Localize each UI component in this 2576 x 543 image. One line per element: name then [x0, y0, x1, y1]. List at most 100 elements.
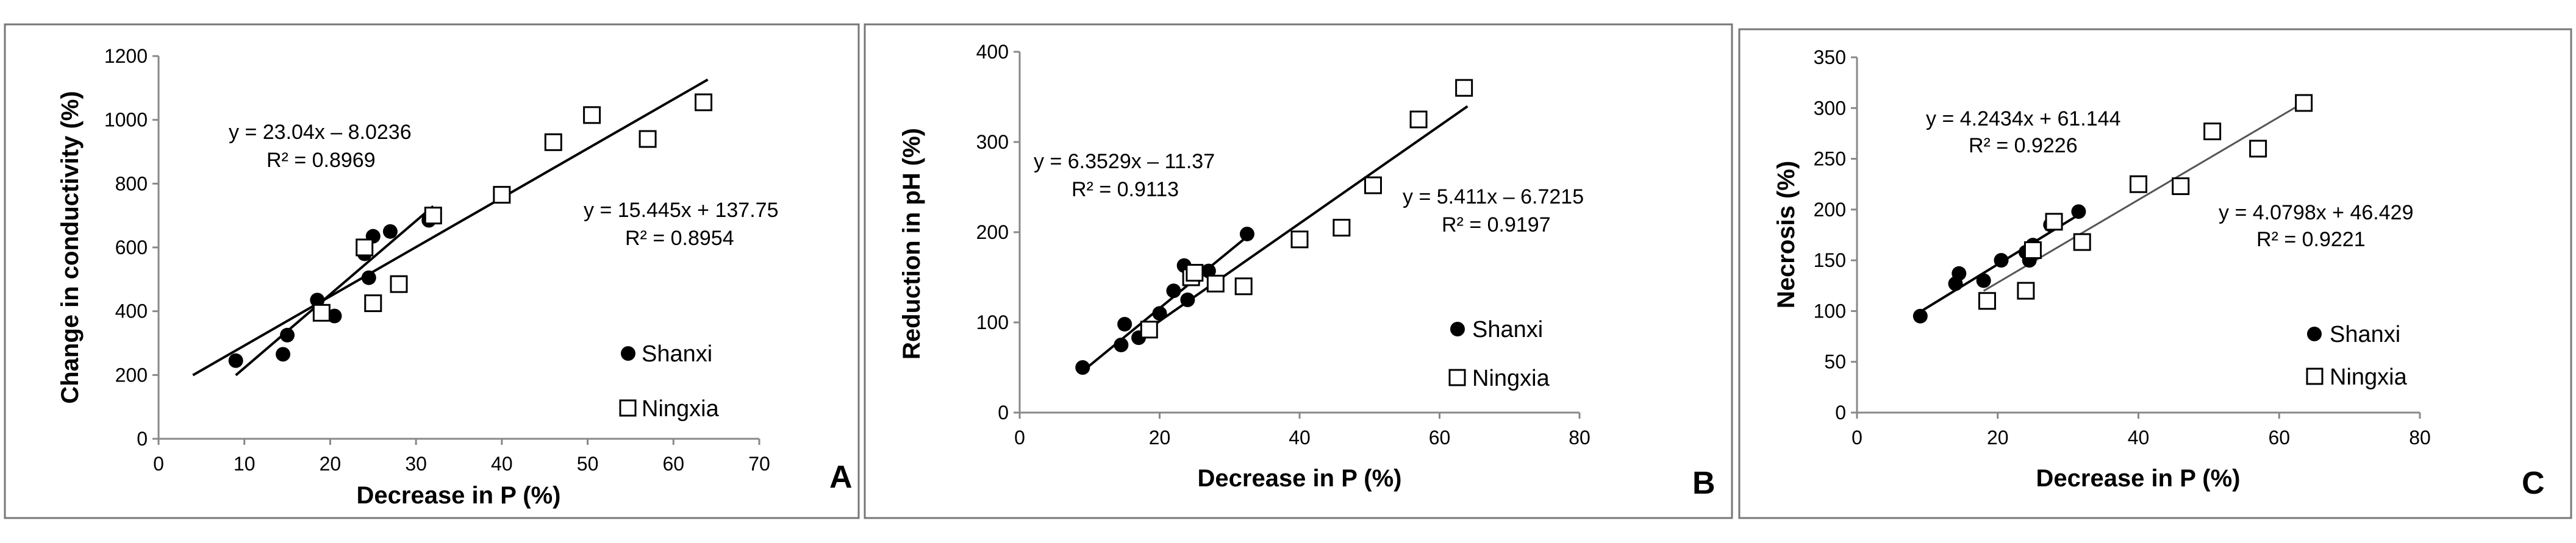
panel-a-fits — [192, 78, 709, 377]
panel-c-xtick-label: 80 — [2409, 427, 2431, 449]
panel-c-points — [1912, 94, 2313, 324]
panel-b-ningxia-point — [1186, 264, 1204, 282]
panel-b-ningxia-trendline — [1145, 105, 1469, 332]
panel-c-xtick-label: 0 — [1852, 427, 1862, 449]
panel-a-shanxi-point — [327, 308, 342, 324]
panel-c: 0 20 40 60 80 0 50 100 150 200 250 300 350 Decrease… — [1738, 28, 2572, 519]
panel-c-ningxia-point — [2249, 140, 2267, 158]
panel-c-ningxia-trendline — [1983, 99, 2308, 292]
panel-a-shanxi-fit-equation: y = 23.04x – 8.0236 — [229, 121, 412, 144]
panel-c-shanxi-fit-equation: y = 4.2434x + 61.144 — [1926, 107, 2120, 130]
panel-a-x-axis-label: Decrease in P (%) — [357, 482, 561, 509]
panel-b-label: B — [1692, 466, 1716, 501]
panel-b-shanxi-point — [1166, 283, 1181, 299]
panel-c-xticks: 0 20 40 60 80 — [1852, 413, 2431, 449]
panel-b-shanxi-point — [1152, 306, 1167, 321]
panel-b-legend-ningxia-label: Ningxia — [1472, 366, 1550, 391]
panel-a-ningxia-fit-equation: y = 15.445x + 137.75 — [584, 199, 778, 222]
panel-a-shanxi-fit-r2: R² = 0.8969 — [267, 149, 376, 172]
panel-a-xtick-label: 0 — [153, 453, 164, 475]
panel-b-legend-ningxia-marker — [1448, 369, 1466, 386]
panel-c-label: C — [2522, 466, 2545, 501]
panel-a-ningxia-point — [312, 303, 331, 322]
panel-a-ningxia-point — [390, 275, 408, 293]
panel-c-ytick-label: 200 — [1814, 199, 1846, 221]
panel-a-ningxia-point — [695, 93, 713, 112]
panel-b-shanxi-fit-r2: R² = 0.9113 — [1072, 178, 1179, 201]
panel-b-ytick-label: 300 — [976, 131, 1009, 153]
panel-b-xticks: 0 20 40 60 80 — [1014, 413, 1590, 449]
panel-a-ningxia-point — [583, 106, 601, 124]
panel-c-ningxia-point — [2203, 122, 2222, 141]
panel-a-xtick-label: 60 — [662, 453, 684, 475]
panel-b-legend-shanxi-marker — [1450, 322, 1465, 336]
panel-a-ytick-label: 1000 — [104, 109, 148, 131]
panel-c-ytick-label: 50 — [1824, 351, 1846, 373]
panel-a-ningxia-point — [544, 133, 562, 151]
panel-a-xtick-label: 20 — [320, 453, 342, 475]
panel-c-ningxia-point — [2073, 233, 2091, 251]
panel-b-frame — [864, 23, 1733, 519]
panel-a-frame — [4, 23, 860, 519]
panel-a-ningxia-fit-r2: R² = 0.8954 — [625, 227, 734, 250]
panel-b-shanxi-trendline — [1082, 233, 1251, 372]
panel-c-xtick-label: 40 — [2128, 427, 2150, 449]
panel-c-ningxia-point — [2017, 282, 2035, 300]
panel-a-legend-shanxi-label: Shanxi — [642, 341, 712, 367]
panel-c-xtick-label: 20 — [1987, 427, 2009, 449]
panel-b-xtick-label: 40 — [1289, 427, 1311, 449]
panel-b-ytick-label: 100 — [976, 311, 1009, 333]
panel-c-ningxia-point — [2172, 177, 2190, 196]
panel-b-shanxi-fit-equation: y = 6.3529x – 11.37 — [1034, 150, 1215, 173]
panel-a-shanxi-point — [280, 327, 295, 342]
panel-a-ningxia-trendline — [192, 78, 709, 377]
panel-b-xtick-label: 0 — [1014, 427, 1025, 449]
panel-b-ningxia-point — [1140, 321, 1158, 339]
panel-b-shanxi-point — [1114, 338, 1129, 352]
panel-c-legend-ningxia-label: Ningxia — [2330, 364, 2408, 390]
panel-b-ningxia-point — [1234, 277, 1253, 296]
panel-b-ningxia-point — [1455, 79, 1473, 97]
panel-b-xtick-label: 60 — [1429, 427, 1451, 449]
panel-b-shanxi-point — [1180, 293, 1195, 307]
panel-c-frame — [1738, 28, 2572, 519]
panel-c-shanxi-point — [2071, 204, 2086, 219]
panel-a-ningxia-point — [639, 130, 657, 148]
panel-a-shanxi-point — [382, 224, 398, 239]
panel-c-ningxia-point — [2130, 175, 2147, 193]
panel-c-ningxia-point — [2045, 213, 2063, 231]
panel-a-ytick-label: 1200 — [104, 45, 148, 67]
panel-a-yticks: 0 200 400 600 800 1000 1200 — [104, 45, 159, 450]
panel-c-ningxia-point — [1978, 292, 1996, 310]
panel-a: 0 10 20 30 40 50 60 70 0 200 400 600 800 1000 1200 De… — [4, 23, 860, 519]
panel-c-ytick-label: 250 — [1814, 148, 1846, 170]
panel-a-label: A — [829, 460, 853, 495]
panel-a-ningxia-point — [424, 207, 442, 225]
panel-b-ningxia-point — [1364, 176, 1382, 194]
panel-c-shanxi-point — [1976, 273, 1991, 288]
panel-b-legend-shanxi-label: Shanxi — [1472, 317, 1543, 342]
panel-a-xtick-label: 70 — [748, 453, 770, 475]
panel-c-ytick-label: 150 — [1814, 249, 1846, 271]
panel-b-shanxi-point — [1117, 316, 1132, 332]
panel-a-ytick-label: 0 — [137, 428, 148, 450]
panel-a-xtick-label: 10 — [234, 453, 256, 475]
panel-c-legend-ningxia-marker — [2306, 367, 2324, 385]
panel-a-xticks: 0 10 20 30 40 50 60 70 — [153, 439, 770, 475]
panel-b-ningxia-fit-r2: R² = 0.9197 — [1442, 213, 1551, 236]
panel-a-shanxi-point — [276, 347, 291, 362]
panel-b-ytick-label: 200 — [976, 221, 1009, 243]
panel-a-ytick-label: 800 — [115, 172, 148, 194]
panel-b-xtick-label: 80 — [1569, 427, 1590, 449]
panel-b-ytick-label: 400 — [976, 41, 1009, 63]
panel-b-ningxia-point — [1333, 219, 1351, 237]
panel-c-xtick-label: 60 — [2268, 427, 2290, 449]
panel-a-shanxi-point — [228, 353, 243, 368]
panel-b-shanxi-point — [1201, 263, 1216, 279]
panel-c-ytick-label: 350 — [1814, 46, 1846, 68]
panel-c-yticks: 0 50 100 150 200 250 300 350 — [1814, 46, 1857, 424]
panel-a-xtick-label: 40 — [491, 453, 513, 475]
panel-a-shanxi-trendline — [235, 205, 434, 377]
panel-b-points — [1075, 79, 1473, 375]
